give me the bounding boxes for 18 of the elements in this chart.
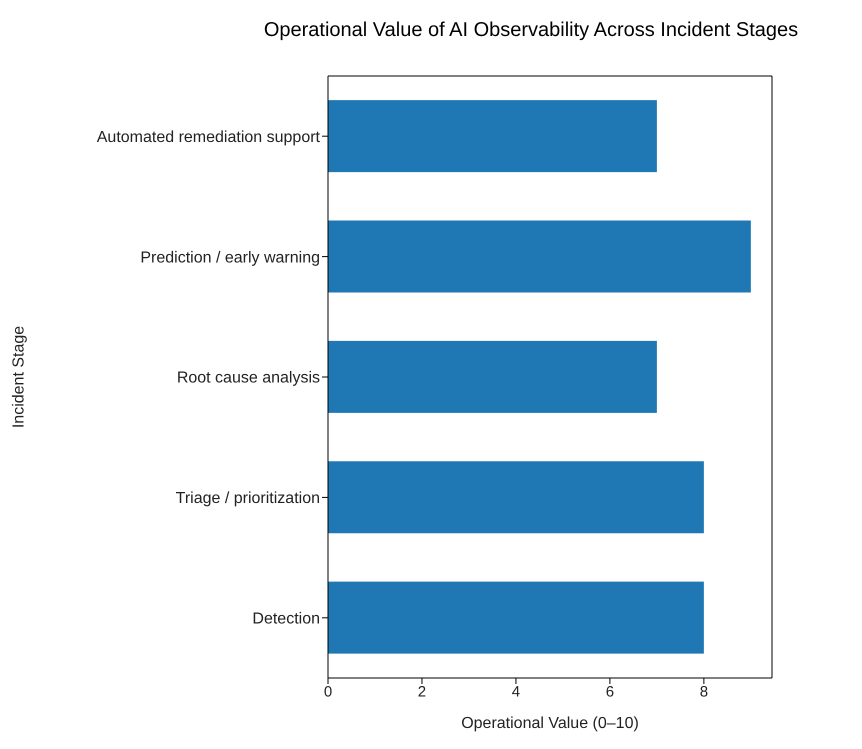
bar (328, 220, 751, 292)
y-tick-label: Automated remediation support (96, 128, 321, 146)
x-tick-label: 2 (418, 684, 426, 701)
y-tick-label: Detection (252, 610, 320, 628)
x-tick-label: 6 (606, 684, 614, 701)
bar (328, 461, 704, 534)
chart-title: Operational Value of AI Observability Across Incident Stages (262, 18, 800, 43)
x-tick-label: 4 (512, 684, 520, 701)
y-tick-label: Triage / prioritization (176, 490, 320, 508)
x-tick-label: 0 (324, 684, 332, 701)
y-tick-label: Prediction / early warning (140, 249, 320, 266)
bar (328, 340, 657, 413)
bar (328, 582, 704, 654)
y-axis-title: Incident Stage (10, 326, 28, 428)
x-axis-title: Operational Value (0–10) (461, 715, 639, 732)
y-tick-label: Root cause analysis (176, 370, 320, 387)
x-tick-label: 8 (700, 684, 708, 701)
bar (328, 100, 657, 172)
